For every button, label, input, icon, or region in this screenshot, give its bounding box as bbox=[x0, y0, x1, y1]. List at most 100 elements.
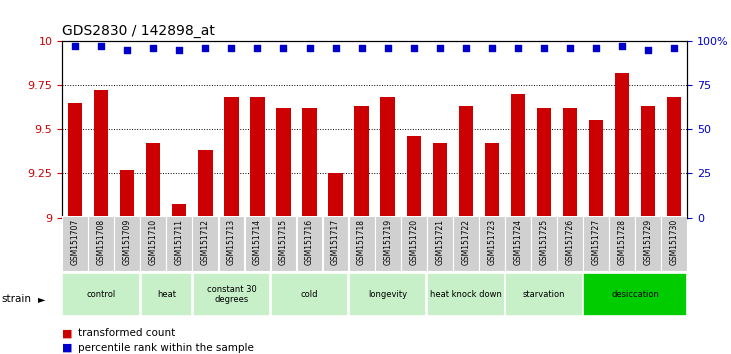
Bar bbox=[355, 106, 368, 218]
Bar bbox=[505, 216, 531, 271]
Point bbox=[356, 45, 368, 51]
Text: GSM151729: GSM151729 bbox=[643, 219, 653, 266]
Bar bbox=[537, 108, 551, 218]
Bar bbox=[667, 97, 681, 218]
Point bbox=[616, 43, 628, 49]
Point bbox=[200, 45, 211, 51]
Text: ►: ► bbox=[38, 294, 45, 304]
Text: longevity: longevity bbox=[368, 290, 407, 299]
Bar bbox=[88, 216, 114, 271]
Point bbox=[226, 45, 238, 51]
Text: GSM151722: GSM151722 bbox=[461, 219, 470, 265]
Text: strain: strain bbox=[1, 294, 31, 304]
Bar bbox=[427, 216, 452, 271]
Text: ■: ■ bbox=[62, 329, 72, 338]
Text: transformed count: transformed count bbox=[78, 329, 175, 338]
Text: GSM151707: GSM151707 bbox=[71, 219, 80, 266]
Bar bbox=[120, 170, 135, 218]
Point bbox=[251, 45, 263, 51]
Bar bbox=[270, 274, 349, 316]
Text: constant 30
degrees: constant 30 degrees bbox=[207, 285, 257, 304]
Bar bbox=[192, 216, 219, 271]
Bar bbox=[589, 120, 603, 218]
Text: ■: ■ bbox=[62, 343, 72, 353]
Bar bbox=[583, 274, 687, 316]
Text: GSM151720: GSM151720 bbox=[409, 219, 418, 266]
Point bbox=[564, 45, 576, 51]
Text: GSM151725: GSM151725 bbox=[539, 219, 548, 266]
Bar bbox=[173, 204, 186, 218]
Bar bbox=[615, 73, 629, 218]
Bar bbox=[531, 216, 557, 271]
Text: cold: cold bbox=[300, 290, 318, 299]
Bar bbox=[270, 216, 296, 271]
Bar bbox=[167, 216, 192, 271]
Bar bbox=[453, 216, 479, 271]
Bar bbox=[662, 216, 687, 271]
Text: GSM151716: GSM151716 bbox=[305, 219, 314, 266]
Bar bbox=[219, 216, 244, 271]
Bar bbox=[505, 274, 583, 316]
Bar bbox=[433, 143, 447, 218]
Text: GSM151708: GSM151708 bbox=[96, 219, 106, 266]
Text: GSM151715: GSM151715 bbox=[279, 219, 288, 266]
Bar bbox=[297, 216, 322, 271]
Bar bbox=[192, 274, 270, 316]
Point bbox=[408, 45, 420, 51]
Bar bbox=[140, 216, 166, 271]
Point bbox=[512, 45, 523, 51]
Text: control: control bbox=[86, 290, 115, 299]
Point bbox=[460, 45, 471, 51]
Bar bbox=[381, 97, 395, 218]
Text: heat: heat bbox=[157, 290, 175, 299]
Point bbox=[434, 45, 446, 51]
Point bbox=[330, 45, 341, 51]
Bar bbox=[245, 216, 270, 271]
Bar bbox=[641, 106, 655, 218]
Text: GSM151712: GSM151712 bbox=[201, 219, 210, 265]
Text: GSM151714: GSM151714 bbox=[253, 219, 262, 266]
Point bbox=[278, 45, 289, 51]
Text: GSM151724: GSM151724 bbox=[513, 219, 523, 266]
Point bbox=[668, 45, 680, 51]
Text: GSM151721: GSM151721 bbox=[435, 219, 444, 265]
Bar bbox=[303, 108, 317, 218]
Text: GSM151728: GSM151728 bbox=[618, 219, 626, 265]
Point bbox=[538, 45, 550, 51]
Text: GSM151713: GSM151713 bbox=[227, 219, 236, 266]
Bar bbox=[479, 216, 504, 271]
Bar bbox=[427, 274, 504, 316]
Bar bbox=[557, 216, 583, 271]
Bar bbox=[68, 103, 83, 218]
Point bbox=[95, 43, 107, 49]
Bar bbox=[114, 216, 140, 271]
Text: GSM151717: GSM151717 bbox=[331, 219, 340, 266]
Bar bbox=[349, 274, 426, 316]
Point bbox=[643, 47, 654, 52]
Bar bbox=[563, 108, 577, 218]
Bar bbox=[276, 108, 291, 218]
Bar bbox=[250, 97, 265, 218]
Text: percentile rank within the sample: percentile rank within the sample bbox=[78, 343, 254, 353]
Bar bbox=[328, 173, 343, 218]
Bar bbox=[609, 216, 635, 271]
Text: GSM151710: GSM151710 bbox=[149, 219, 158, 266]
Bar bbox=[511, 94, 525, 218]
Point bbox=[590, 45, 602, 51]
Bar bbox=[635, 216, 661, 271]
Text: GSM151718: GSM151718 bbox=[357, 219, 366, 265]
Bar bbox=[401, 216, 427, 271]
Bar bbox=[62, 216, 88, 271]
Bar bbox=[322, 216, 349, 271]
Text: GSM151723: GSM151723 bbox=[488, 219, 496, 266]
Point bbox=[486, 45, 498, 51]
Text: GDS2830 / 142898_at: GDS2830 / 142898_at bbox=[62, 24, 215, 38]
Bar bbox=[146, 143, 160, 218]
Text: GSM151719: GSM151719 bbox=[383, 219, 392, 266]
Bar bbox=[583, 216, 609, 271]
Text: GSM151711: GSM151711 bbox=[175, 219, 183, 265]
Bar bbox=[458, 106, 473, 218]
Text: GSM151709: GSM151709 bbox=[123, 219, 132, 266]
Text: GSM151726: GSM151726 bbox=[566, 219, 575, 266]
Point bbox=[148, 45, 159, 51]
